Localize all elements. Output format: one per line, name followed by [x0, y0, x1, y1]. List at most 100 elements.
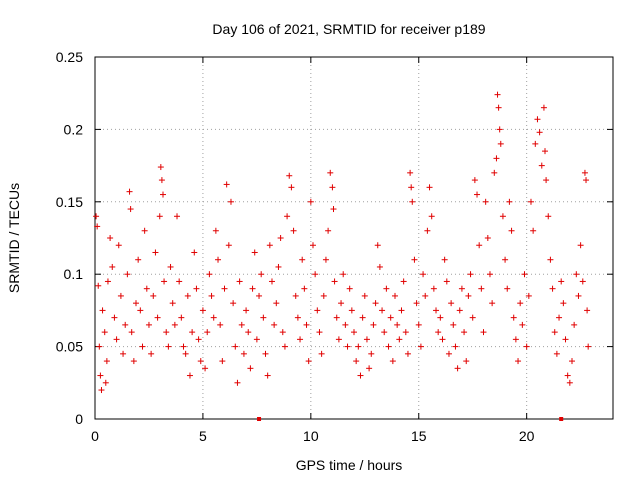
- data-point: [579, 278, 586, 285]
- data-point: [141, 227, 148, 234]
- data-point: [130, 358, 137, 365]
- data-point: [281, 343, 288, 350]
- data-point: [122, 321, 129, 328]
- data-point: [150, 292, 157, 299]
- data-point: [167, 263, 174, 270]
- data-point: [581, 169, 588, 176]
- data-point: [499, 213, 506, 220]
- data-point: [303, 321, 310, 328]
- data-point: [523, 343, 530, 350]
- data-point: [370, 321, 377, 328]
- data-point: [230, 300, 237, 307]
- data-point: [413, 300, 420, 307]
- x-tick-label: 15: [411, 428, 427, 444]
- data-point: [225, 242, 232, 249]
- data-point: [113, 336, 120, 343]
- data-point: [568, 358, 575, 365]
- data-point: [223, 181, 230, 188]
- data-point: [530, 227, 537, 234]
- data-point: [489, 300, 496, 307]
- data-point: [251, 249, 258, 256]
- data-point: [268, 278, 275, 285]
- data-point: [542, 148, 549, 155]
- data-point: [445, 350, 452, 357]
- data-point: [402, 329, 409, 336]
- data-point: [163, 329, 170, 336]
- data-point: [137, 307, 144, 314]
- data-point: [193, 285, 200, 292]
- data-point: [271, 321, 278, 328]
- data-point: [157, 164, 164, 171]
- plot-frame: [94, 56, 614, 420]
- data-point: [351, 329, 357, 336]
- data-point: [512, 336, 519, 343]
- y-axis-label: SRMTID / TECUs: [6, 183, 22, 293]
- data-point: [411, 256, 418, 263]
- x-tick-label: 0: [91, 428, 99, 444]
- data-point: [256, 292, 263, 299]
- data-point: [322, 256, 329, 263]
- data-point: [422, 292, 429, 299]
- data-point: [521, 271, 528, 278]
- data-point: [452, 343, 459, 350]
- y-tick-label: 0.1: [64, 266, 84, 282]
- data-point: [249, 285, 256, 292]
- data-point: [312, 271, 319, 278]
- data-point: [398, 307, 405, 314]
- data-point: [353, 358, 360, 365]
- data-point: [577, 242, 584, 249]
- data-point: [266, 242, 273, 249]
- data-point: [478, 285, 485, 292]
- data-point: [111, 314, 118, 321]
- data-point: [494, 91, 501, 98]
- data-point: [127, 206, 134, 213]
- data-point: [381, 329, 388, 336]
- data-point: [519, 321, 526, 328]
- data-point: [240, 350, 247, 357]
- data-point: [104, 278, 111, 285]
- data-point: [389, 358, 396, 365]
- data-point: [372, 300, 379, 307]
- data-point: [320, 292, 327, 299]
- data-point: [476, 242, 483, 249]
- x-tick-label: 5: [199, 428, 207, 444]
- data-point: [227, 198, 234, 205]
- data-point: [469, 314, 476, 321]
- data-point: [101, 329, 108, 336]
- data-point: [103, 358, 110, 365]
- data-point: [502, 256, 509, 263]
- data-point: [525, 292, 532, 299]
- data-point: [288, 184, 295, 191]
- data-point: [493, 155, 500, 162]
- grid: [95, 57, 613, 419]
- data-point: [221, 285, 228, 292]
- data-point: [387, 314, 394, 321]
- data-point: [508, 227, 515, 234]
- data-point: [94, 223, 101, 230]
- data-point: [284, 213, 291, 220]
- data-point: [374, 242, 381, 249]
- y-tick-label: 0.2: [64, 121, 84, 137]
- data-point: [275, 263, 282, 270]
- data-point: [428, 213, 435, 220]
- data-point: [556, 314, 563, 321]
- data-point: [169, 300, 176, 307]
- axis-marker: [559, 417, 564, 421]
- data-point: [340, 271, 347, 278]
- data-point: [159, 191, 166, 198]
- data-point: [258, 271, 265, 278]
- data-point: [197, 358, 204, 365]
- data-point: [504, 285, 511, 292]
- data-point: [176, 278, 183, 285]
- data-point: [195, 336, 202, 343]
- data-point: [417, 343, 424, 350]
- data-point: [206, 271, 213, 278]
- x-tick-label: 10: [303, 428, 319, 444]
- data-point: [124, 271, 131, 278]
- y-tick-label: 0: [75, 411, 83, 427]
- data-point: [510, 314, 517, 321]
- data-point: [217, 321, 224, 328]
- data-point: [474, 191, 481, 198]
- data-point: [152, 249, 159, 256]
